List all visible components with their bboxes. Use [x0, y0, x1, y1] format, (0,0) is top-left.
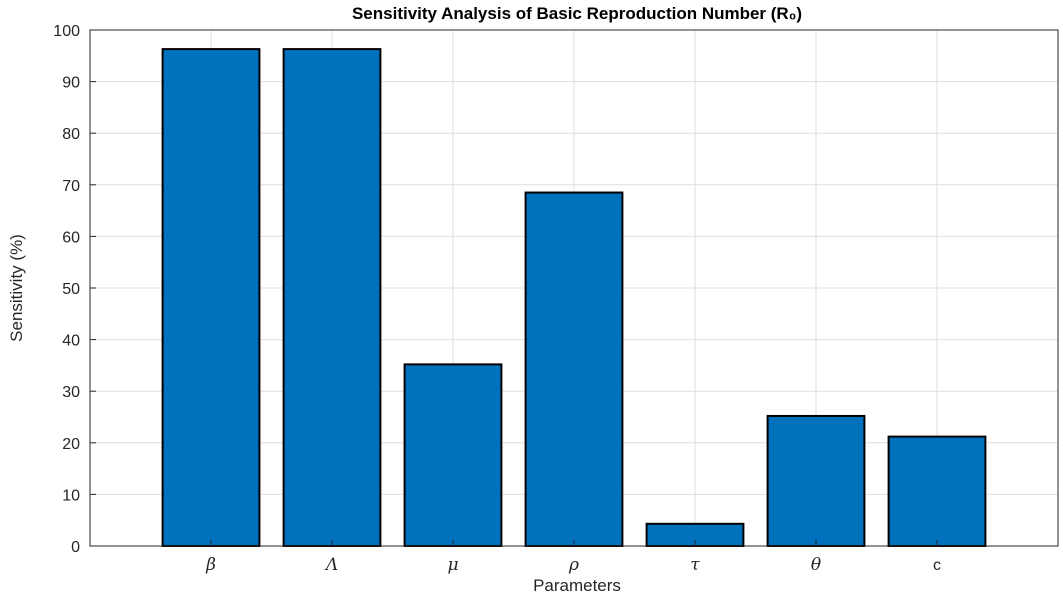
chart-title: Sensitivity Analysis of Basic Reproducti…: [352, 4, 802, 23]
bar-3: [524, 191, 624, 547]
y-tick-label: 60: [62, 229, 80, 246]
x-tick-label: ρ: [568, 555, 579, 575]
y-tick-label: 10: [62, 487, 80, 504]
y-axis-label: Sensitivity (%): [7, 234, 26, 342]
y-tick-label: 0: [71, 539, 80, 556]
bar-2: [403, 363, 503, 548]
y-tick-label: 20: [62, 436, 80, 453]
y-tick-labels: 0 10 20 30 40 50 60 70 80 90 100: [53, 23, 96, 556]
y-tick-label: 40: [62, 333, 80, 350]
bar-0: [161, 48, 261, 547]
bar-6: [887, 435, 987, 547]
x-tick-label: τ: [690, 555, 700, 575]
bars-group: [161, 48, 987, 548]
x-tick-label: Λ: [324, 555, 338, 575]
bar-1: [282, 48, 382, 547]
y-tick-label: 80: [62, 126, 80, 143]
bar-5: [766, 414, 866, 547]
x-tick-label: β: [205, 555, 216, 575]
y-tick-label: 90: [62, 75, 80, 92]
x-tick-label: θ: [811, 555, 821, 575]
y-tick-label: 30: [62, 384, 80, 401]
y-tick-label: 50: [62, 281, 80, 298]
x-tick-label: μ: [447, 555, 458, 575]
x-axis-label: Parameters: [533, 576, 621, 595]
y-tick-label: 70: [62, 178, 80, 195]
y-tick-label: 100: [53, 23, 80, 40]
x-tick-label: c: [933, 557, 941, 574]
